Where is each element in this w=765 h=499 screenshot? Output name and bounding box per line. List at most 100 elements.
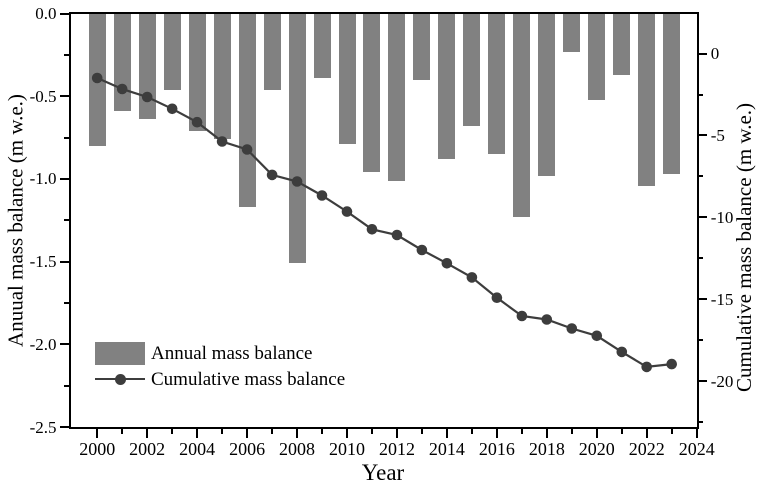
left-tick-label--2.5: -2.5 bbox=[29, 417, 57, 437]
cumulative-point-2017 bbox=[516, 310, 528, 322]
left-axis-title: Anuual mass balance (m w.e.) bbox=[3, 94, 28, 347]
x-minor-tick bbox=[321, 428, 324, 434]
left-minor-tick bbox=[63, 53, 69, 56]
x-minor-tick bbox=[570, 428, 573, 434]
right-major-tick bbox=[698, 134, 708, 137]
x-axis-title: Year bbox=[361, 460, 405, 485]
annual-bar-2012 bbox=[388, 13, 406, 181]
x-tick-label-2024: 2024 bbox=[678, 439, 715, 459]
x-major-tick bbox=[645, 428, 648, 438]
annual-bar-2013 bbox=[413, 13, 431, 80]
cumulative-point-2022 bbox=[641, 361, 652, 373]
x-minor-tick bbox=[670, 428, 673, 434]
x-tick-label-2014: 2014 bbox=[428, 439, 465, 459]
cumulative-point-2010 bbox=[341, 206, 353, 217]
annual-bar-2007 bbox=[263, 13, 281, 90]
annual-bar-2004 bbox=[188, 13, 206, 131]
x-major-tick bbox=[545, 428, 548, 438]
annual-bar-2020 bbox=[588, 13, 606, 100]
cumulative-point-2001 bbox=[116, 83, 128, 95]
x-major-tick bbox=[595, 428, 598, 438]
annual-bar-2019 bbox=[563, 13, 581, 52]
right-minor-tick bbox=[698, 93, 704, 96]
left-minor-tick bbox=[63, 136, 69, 139]
legend-label-annual: Annual mass balance bbox=[151, 342, 313, 364]
x-major-tick bbox=[395, 428, 398, 438]
legend-dot bbox=[114, 373, 126, 385]
annual-bar-2018 bbox=[538, 13, 556, 176]
x-major-tick bbox=[695, 428, 698, 438]
right-major-tick bbox=[698, 298, 708, 301]
left-major-tick bbox=[59, 426, 69, 428]
cumulative-point-2011 bbox=[366, 224, 378, 235]
right-major-tick bbox=[698, 216, 708, 219]
right-tick-label--15: -15 bbox=[710, 289, 734, 309]
x-tick-label-2020: 2020 bbox=[578, 439, 615, 459]
x-major-tick bbox=[196, 428, 199, 438]
x-minor-tick bbox=[221, 428, 224, 434]
x-tick-label-2016: 2016 bbox=[478, 439, 515, 459]
annual-bar-2005 bbox=[213, 13, 231, 140]
left-major-tick bbox=[59, 343, 69, 346]
cumulative-point-2018 bbox=[541, 314, 553, 325]
cumulative-point-2016 bbox=[491, 292, 503, 304]
x-minor-tick bbox=[171, 428, 174, 434]
annual-bar-2008 bbox=[288, 13, 306, 264]
annual-bar-2002 bbox=[138, 13, 156, 120]
x-tick-label-2018: 2018 bbox=[528, 439, 565, 459]
cumulative-point-2021 bbox=[616, 346, 628, 358]
right-major-tick bbox=[698, 52, 708, 55]
bar-swatch-icon bbox=[95, 341, 145, 365]
right-minor-tick bbox=[698, 420, 704, 423]
cumulative-point-2013 bbox=[416, 244, 428, 256]
x-major-tick bbox=[495, 428, 498, 438]
cumulative-point-2012 bbox=[391, 229, 403, 241]
annual-bar-2009 bbox=[313, 13, 331, 78]
x-minor-tick bbox=[420, 428, 423, 434]
line-dot-swatch-icon bbox=[95, 368, 145, 391]
left-tick-label--1.5: -1.5 bbox=[29, 252, 57, 272]
x-tick-label-2004: 2004 bbox=[179, 439, 216, 459]
annual-bar-2017 bbox=[513, 13, 531, 217]
left-tick-label--1.0: -1.0 bbox=[29, 169, 57, 189]
left-major-tick bbox=[59, 260, 69, 263]
legend-item-cumulative: Cumulative mass balance bbox=[95, 366, 345, 392]
left-minor-tick bbox=[63, 384, 69, 387]
x-major-tick bbox=[346, 428, 348, 438]
left-tick-label-0.0: 0.0 bbox=[35, 4, 57, 23]
x-minor-tick bbox=[620, 428, 623, 434]
cumulative-point-2015 bbox=[466, 272, 478, 283]
legend-label-cumulative: Cumulative mass balance bbox=[151, 368, 346, 390]
right-axis-title: Cumulative mass balance (m w.e.) bbox=[732, 102, 756, 393]
right-tick-label--5: -5 bbox=[710, 125, 725, 145]
x-minor-tick bbox=[121, 428, 124, 434]
x-tick-label-2012: 2012 bbox=[378, 439, 415, 459]
annual-bar-2016 bbox=[488, 13, 506, 155]
cumulative-point-2005 bbox=[216, 136, 228, 147]
annual-bar-2023 bbox=[663, 13, 681, 174]
cumulative-point-2023 bbox=[666, 358, 677, 370]
x-major-tick bbox=[246, 428, 249, 438]
cumulative-line bbox=[96, 76, 672, 369]
left-tick-label--0.5: -0.5 bbox=[29, 86, 57, 106]
right-minor-tick bbox=[698, 257, 704, 260]
annual-bar-2006 bbox=[238, 13, 256, 208]
x-tick-label-2010: 2010 bbox=[329, 439, 365, 459]
x-minor-tick bbox=[370, 428, 373, 434]
legend: Annual mass balance Cumulative mass bala… bbox=[95, 340, 345, 392]
x-tick-label-2008: 2008 bbox=[279, 439, 316, 459]
left-major-tick bbox=[59, 177, 69, 180]
cumulative-point-2004 bbox=[191, 116, 203, 128]
cumulative-point-2002 bbox=[141, 91, 153, 103]
x-major-tick bbox=[96, 428, 99, 438]
right-major-tick bbox=[698, 380, 708, 382]
x-tick-label-2000: 2000 bbox=[79, 439, 116, 459]
left-minor-tick bbox=[63, 219, 69, 222]
left-major-tick bbox=[59, 95, 69, 98]
cumulative-point-2008 bbox=[291, 176, 303, 187]
cumulative-point-2020 bbox=[591, 330, 603, 342]
annual-bar-2022 bbox=[638, 13, 656, 186]
cumulative-point-2019 bbox=[566, 323, 578, 334]
left-major-tick bbox=[59, 12, 69, 15]
